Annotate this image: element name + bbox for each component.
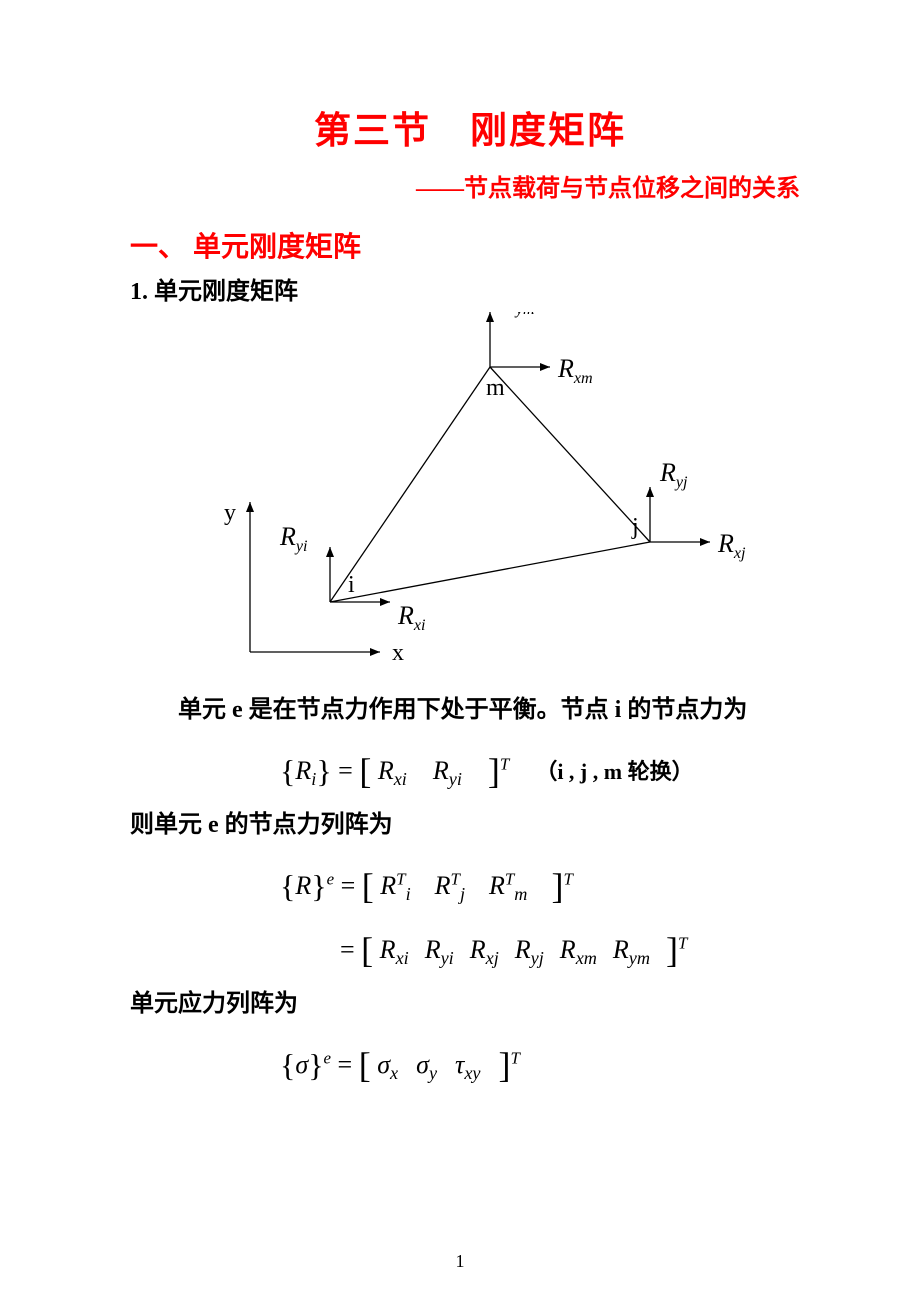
svg-text:j: j — [631, 514, 639, 540]
svg-text:x: x — [392, 640, 404, 666]
svg-text:Rxj: Rxj — [717, 529, 746, 562]
main-title: 第三节 刚度矩阵 — [130, 100, 810, 154]
equation-re-line2: = [ RxiRyiRxjRyjRxmRym]T — [130, 921, 810, 972]
svg-text:y: y — [224, 500, 236, 526]
svg-text:Rxi: Rxi — [397, 601, 426, 634]
svg-text:Rxm: Rxm — [557, 354, 593, 387]
paragraph-3: 单元应力列阵为 — [130, 986, 810, 1022]
paragraph-1: 单元 e 是在节点力作用下处于平衡。节点 i 的节点力为 — [130, 692, 810, 728]
page-number: 1 — [0, 1251, 920, 1272]
equation-re-line1: {R}e = [ RTiRTjRTm]T — [130, 857, 810, 908]
figure-triangle-element: x y i j m Rxi Ryi Rxj Ryj Rxm Rym — [130, 312, 810, 692]
equation-sigma: {σ}e = [ σxσyτxy]T — [130, 1036, 810, 1087]
subsection-heading: 1. 单元刚度矩阵 — [130, 271, 810, 306]
subtitle: ——节点载荷与节点位移之间的关系 — [130, 168, 810, 203]
triangle-force-diagram: x y i j m Rxi Ryi Rxj Ryj Rxm Rym — [190, 312, 750, 692]
paragraph-2: 则单元 e 的节点力列阵为 — [130, 807, 810, 843]
section-heading: 一、 单元刚度矩阵 — [130, 225, 810, 265]
svg-text:m: m — [486, 375, 505, 401]
svg-text:i: i — [348, 572, 355, 598]
svg-text:Ryi: Ryi — [279, 522, 308, 555]
equation-ri: {Ri} = [ RxiRyi]T （i , j , m 轮换） — [130, 742, 810, 793]
svg-text:Rym: Rym — [499, 312, 535, 318]
svg-text:Ryj: Ryj — [659, 458, 688, 491]
document-page: 第三节 刚度矩阵 ——节点载荷与节点位移之间的关系 一、 单元刚度矩阵 1. 单… — [0, 0, 920, 1302]
